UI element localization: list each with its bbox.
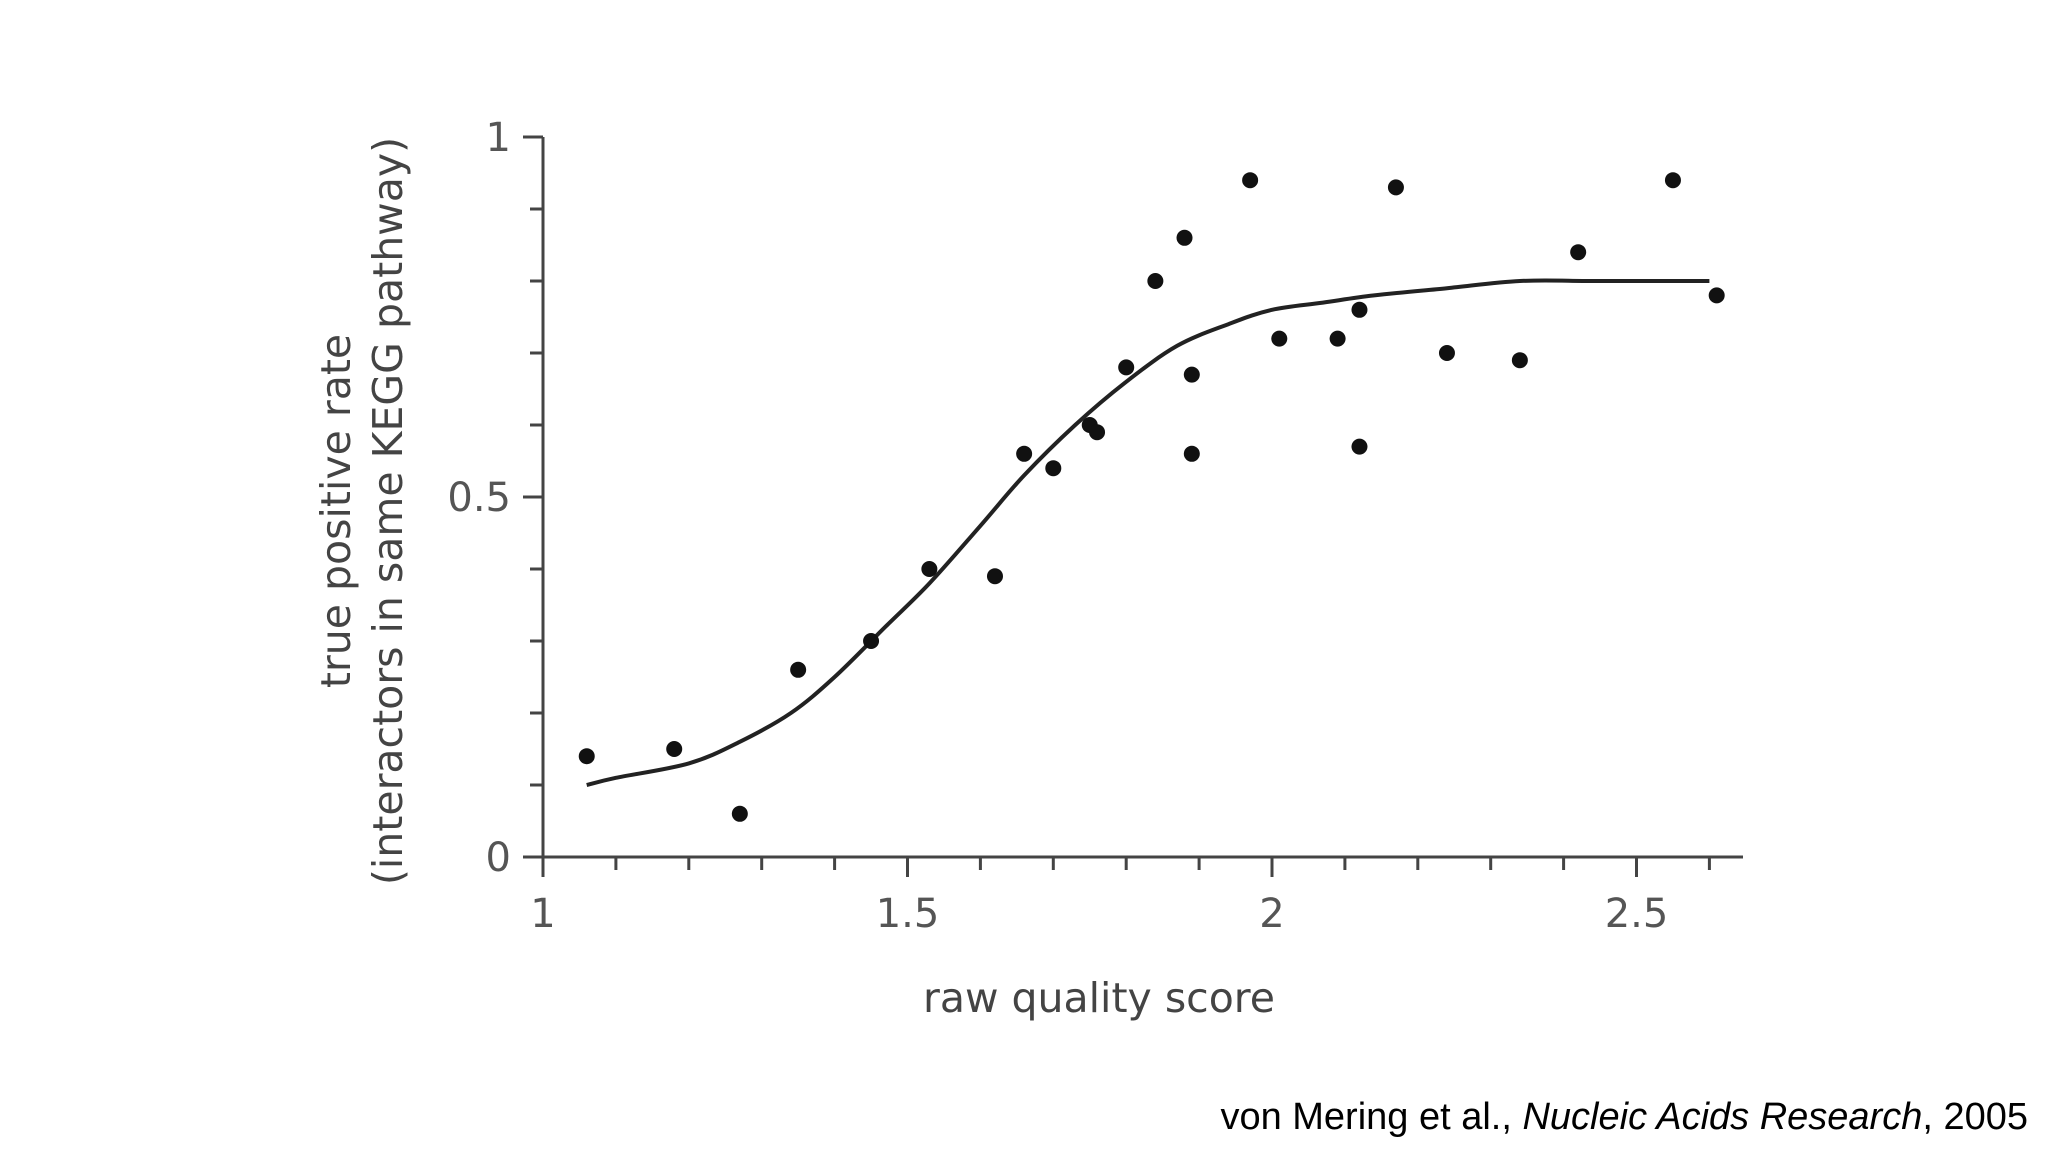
data-point: [1271, 330, 1288, 347]
data-point: [666, 741, 683, 757]
data-point: [1118, 359, 1135, 376]
fit-curve: [586, 278, 1710, 787]
data-point: [1045, 460, 1062, 477]
citation-journal: Nucleic Acids Research: [1522, 1096, 1923, 1138]
y-tick-label: 1: [486, 115, 511, 161]
data-point: [1147, 273, 1164, 289]
data-point: [578, 748, 595, 765]
data-point: [1242, 172, 1259, 189]
citation-year: , 2005: [1922, 1096, 2028, 1138]
data-point: [1708, 287, 1725, 304]
data-point: [921, 561, 938, 577]
data-point: [1183, 445, 1200, 462]
x-tick-label: 2: [1259, 891, 1284, 937]
data-point: [1176, 229, 1193, 246]
x-axis-title: raw quality score: [923, 974, 1275, 1022]
y-axis-title-line2: (interactors in same KEGG pathway): [364, 137, 412, 885]
data-point: [790, 661, 807, 678]
data-point: [1016, 445, 1033, 462]
data-point: [1438, 345, 1455, 361]
data-point: [1570, 244, 1587, 261]
x-tick-label: 2.5: [1605, 891, 1669, 937]
x-tick-label: 1.5: [876, 891, 940, 937]
data-point: [1511, 352, 1528, 369]
data-point: [1329, 330, 1346, 347]
citation: von Mering et al., Nucleic Acids Researc…: [1220, 1096, 2028, 1139]
y-axis-title-line1: true positive rate: [312, 334, 360, 688]
data-point: [1183, 366, 1200, 383]
data-point: [1351, 438, 1368, 455]
data-point: [731, 805, 748, 822]
data-point: [1351, 301, 1368, 318]
data-point: [986, 568, 1003, 585]
data-points: [578, 172, 1725, 822]
data-point: [1089, 424, 1106, 441]
x-tick-label: 1: [530, 891, 555, 937]
y-tick-label: 0: [486, 835, 511, 881]
data-point: [1387, 179, 1404, 196]
data-point: [863, 633, 880, 649]
y-axis-title: true positive rate (interactors in same …: [312, 137, 412, 885]
axis-ticks: 1 1.5 2 2.5 0 0.5 1: [447, 115, 1711, 937]
citation-authors: von Mering et al.,: [1220, 1096, 1523, 1138]
data-point: [1664, 172, 1681, 189]
y-tick-label: 0.5: [447, 475, 511, 521]
